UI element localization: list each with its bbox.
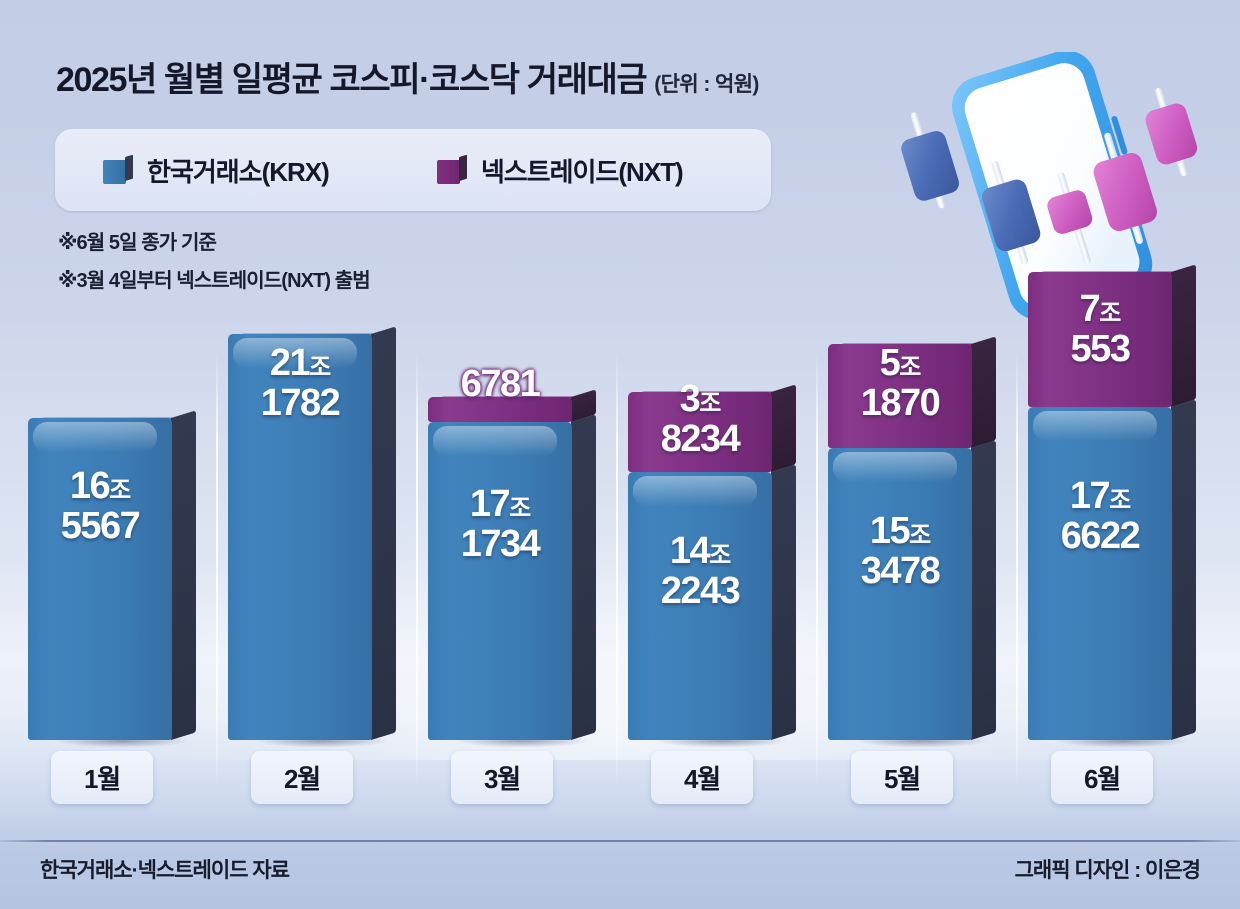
column-separator xyxy=(616,352,618,788)
bar-segment-nxt xyxy=(1028,264,1196,407)
month-label-text: 1월 xyxy=(84,764,121,794)
candle-pink-3 xyxy=(1145,87,1198,177)
bar-front-face[interactable] xyxy=(428,422,572,740)
bar-group: 14조 2243 3조 8234 xyxy=(628,380,798,740)
candle-blue-1 xyxy=(901,112,959,209)
bar-group: 17조 6622 7조 553 xyxy=(1028,264,1198,740)
title-unit: (단위 : 억원) xyxy=(654,73,759,96)
chart-column-2: 21조 1782 2월 xyxy=(228,0,424,909)
column-separator xyxy=(816,352,818,788)
bar-front-face[interactable] xyxy=(828,344,972,448)
bar-group: 16조 5567 xyxy=(28,410,198,740)
column-separator xyxy=(1016,352,1018,788)
month-label-text: 2월 xyxy=(284,764,321,794)
chart-column-3: 17조 1734 6781 3월 xyxy=(428,0,624,909)
bar-segment-nxt xyxy=(628,384,796,472)
bar-segment-krx xyxy=(228,326,396,740)
legend: 한국거래소(KRX) 넥스트레이드(NXT) xyxy=(55,129,771,211)
bar-front-face[interactable] xyxy=(828,448,972,740)
column-separator xyxy=(416,352,418,788)
note-2: ※3월 4일부터 넥스트레이드(NXT) 출범 xyxy=(58,270,371,292)
month-label-5: 5월 xyxy=(851,751,953,804)
month-label-text: 4월 xyxy=(684,764,721,794)
month-label-text: 6월 xyxy=(1084,764,1121,794)
month-label-4: 4월 xyxy=(651,751,753,804)
footer-divider xyxy=(0,840,1240,842)
bar-segment-krx xyxy=(1028,399,1196,740)
month-label-3: 3월 xyxy=(451,751,553,804)
page-title: 2025년 월별 일평균 코스피·코스닥 거래대금 (단위 : 억원) xyxy=(56,52,759,101)
bar-group: 21조 1782 xyxy=(228,326,398,740)
bar-side-face xyxy=(771,384,796,472)
bar-side-face xyxy=(971,336,996,448)
bar-segment-krx xyxy=(628,464,796,740)
bar-segment-nxt xyxy=(828,336,996,448)
bar-side-face xyxy=(1171,264,1196,407)
smartphone-candlestick-illustration xyxy=(880,50,1210,352)
bar-side-face xyxy=(571,414,596,740)
legend-label-nxt: 넥스트레이드(NXT) xyxy=(480,156,684,187)
month-label-6: 6월 xyxy=(1051,751,1153,804)
chart-column-5: 15조 3478 5조 1870 5월 xyxy=(828,0,1024,909)
candle-pink-1 xyxy=(1047,172,1093,265)
bar-side-face xyxy=(771,464,796,740)
bar-side-face xyxy=(1171,399,1196,740)
chart-column-6: 17조 6622 7조 553 6월 xyxy=(1028,0,1224,909)
legend-item-nxt: 넥스트레이드(NXT) xyxy=(436,152,684,189)
bar-side-face xyxy=(171,410,196,740)
candle-blue-2 xyxy=(981,160,1041,265)
month-label-text: 3월 xyxy=(484,764,521,794)
bar-front-face[interactable] xyxy=(228,334,372,740)
bar-group: 17조 1734 6781 xyxy=(428,365,598,740)
chart-column-4: 14조 2243 3조 8234 4월 xyxy=(628,0,824,909)
bar-segment-krx xyxy=(28,410,196,740)
bar-front-face[interactable] xyxy=(428,397,572,422)
candle-pink-2 xyxy=(1093,132,1157,244)
legend-label-krx: 한국거래소(KRX) xyxy=(147,156,330,187)
bar-front-face[interactable] xyxy=(628,392,772,472)
bar-front-face[interactable] xyxy=(1028,407,1172,740)
notes: ※6월 5일 종가 기준 ※3월 4일부터 넥스트레이드(NXT) 출범 xyxy=(58,226,371,302)
legend-swatch-krx-icon xyxy=(103,154,133,184)
footer-credit: 그래픽 디자인 : 이은경 xyxy=(1014,859,1201,882)
month-label-1: 1월 xyxy=(51,751,153,804)
note-1: ※6월 5일 종가 기준 xyxy=(58,232,217,254)
bar-segment-krx xyxy=(828,440,996,740)
month-label-2: 2월 xyxy=(251,751,353,804)
bar-front-face[interactable] xyxy=(628,472,772,740)
chart-column-1: 16조 5567 1월 xyxy=(28,0,224,909)
candlestick-group-icon xyxy=(901,87,1198,265)
legend-swatch-nxt-icon xyxy=(436,154,467,184)
footer-source: 한국거래소·넥스트레이드 자료 xyxy=(40,859,290,882)
bar-group: 15조 3478 5조 1870 xyxy=(828,336,998,740)
column-separator xyxy=(216,352,218,788)
bar-side-face xyxy=(371,326,396,740)
bar-side-face xyxy=(971,440,996,740)
title-text: 2025년 월별 일평균 코스피·코스닥 거래대금 xyxy=(56,61,648,99)
bar-front-face[interactable] xyxy=(1028,272,1172,407)
bar-front-face[interactable] xyxy=(28,418,172,740)
bar-segment-nxt xyxy=(428,389,596,422)
month-label-text: 5월 xyxy=(884,764,921,794)
bar-segment-krx xyxy=(428,414,596,740)
legend-item-krx: 한국거래소(KRX) xyxy=(103,152,330,189)
